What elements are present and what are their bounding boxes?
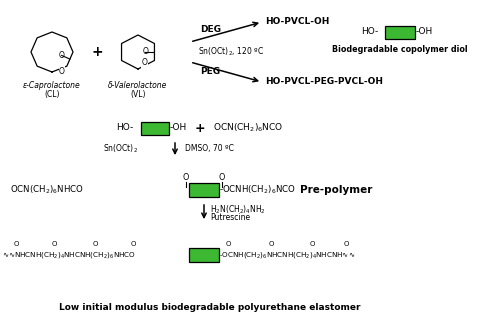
Text: +: + (194, 122, 205, 134)
Bar (385, 25, 415, 39)
Text: DEG: DEG (200, 25, 221, 34)
Text: (VL): (VL) (130, 90, 146, 99)
Text: O: O (268, 241, 274, 247)
Text: -OCNH(CH$_2$)$_6$NHCNH(CH$_2$)$_4$NHCNH∿∿: -OCNH(CH$_2$)$_6$NHCNH(CH$_2$)$_4$NHCNH∿… (219, 250, 356, 260)
Text: O: O (52, 241, 57, 247)
Text: O: O (14, 241, 18, 247)
Text: OCN(CH$_2$)$_6$NHCO: OCN(CH$_2$)$_6$NHCO (10, 184, 84, 196)
Text: PEG: PEG (200, 67, 220, 76)
Text: O: O (142, 48, 148, 56)
Text: O: O (58, 51, 64, 60)
Text: -OCNH(CH$_2$)$_6$NCO: -OCNH(CH$_2$)$_6$NCO (219, 184, 296, 196)
Text: H$_2$N(CH$_2$)$_4$NH$_2$: H$_2$N(CH$_2$)$_4$NH$_2$ (210, 204, 266, 216)
Text: Sn(OCt)$_2$: Sn(OCt)$_2$ (103, 143, 138, 155)
Text: O: O (310, 241, 314, 247)
Text: O: O (226, 241, 230, 247)
Bar (189, 183, 219, 197)
Text: ε-Caprolactone: ε-Caprolactone (23, 82, 81, 91)
Text: DMSO, 70 ºC: DMSO, 70 ºC (185, 144, 234, 153)
Text: Low initial modulus biodegradable polyurethane elastomer: Low initial modulus biodegradable polyur… (60, 303, 361, 313)
Text: Pre-polymer: Pre-polymer (300, 185, 372, 195)
Text: HO-PVCL-OH: HO-PVCL-OH (265, 18, 330, 27)
Text: O: O (344, 241, 348, 247)
Text: (CL): (CL) (44, 90, 60, 99)
Text: HO-: HO- (361, 28, 378, 37)
Text: OCN(CH$_2$)$_6$NCO: OCN(CH$_2$)$_6$NCO (213, 122, 284, 134)
Text: O: O (219, 173, 225, 183)
Text: O: O (92, 241, 98, 247)
Text: Sn(OCt)$_2$, 120 ºC: Sn(OCt)$_2$, 120 ºC (198, 46, 264, 58)
Text: O: O (142, 58, 147, 67)
Text: O: O (59, 66, 65, 75)
Text: ∿∿NHCNH(CH$_2$)$_4$NHCNH(CH$_2$)$_6$NHCO: ∿∿NHCNH(CH$_2$)$_4$NHCNH(CH$_2$)$_6$NHCO (2, 250, 136, 260)
Text: HO-PVCL-PEG-PVCL-OH: HO-PVCL-PEG-PVCL-OH (265, 77, 383, 86)
Text: Biodegradable copolymer diol: Biodegradable copolymer diol (332, 46, 468, 55)
Text: O: O (183, 173, 189, 183)
Text: Putrescine: Putrescine (210, 213, 250, 222)
Text: O: O (130, 241, 136, 247)
Text: δ-Valerolactone: δ-Valerolactone (108, 82, 168, 91)
Bar (189, 248, 219, 262)
Bar (141, 122, 169, 134)
Text: -OH: -OH (416, 28, 433, 37)
Text: -OH: -OH (170, 124, 187, 133)
Text: +: + (91, 45, 103, 59)
Text: HO-: HO- (116, 124, 133, 133)
